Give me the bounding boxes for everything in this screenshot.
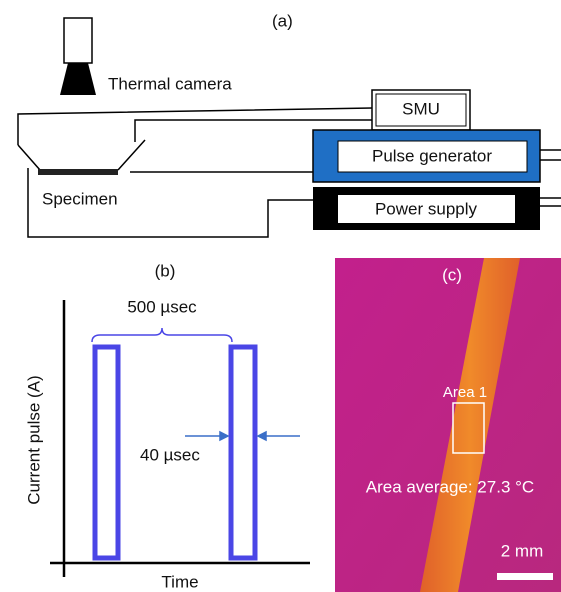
period-label: 500 µsec: [127, 297, 197, 316]
camera-label: Thermal camera: [108, 74, 232, 93]
smu-label: SMU: [402, 99, 440, 118]
width-label: 40 µsec: [140, 445, 200, 464]
scale-bar: [497, 573, 553, 580]
area-label: Area 1: [443, 384, 487, 401]
specimen-label: Specimen: [42, 189, 118, 208]
panel-label: (a): [272, 11, 293, 30]
power-supply-label: Power supply: [375, 199, 478, 218]
camera-body: [64, 18, 92, 63]
x-axis-label: Time: [161, 572, 198, 591]
figure: (a) Thermal camera Specimen SMU Pulse ge…: [0, 0, 561, 592]
panel-label: (c): [442, 265, 462, 284]
y-axis-label: Current pulse (A): [24, 375, 43, 504]
width-arrows: [185, 432, 300, 440]
period-brace: [92, 328, 232, 342]
scale-label: 2 mm: [501, 541, 544, 560]
area-average: Area average: 27.3 °C: [366, 477, 534, 496]
camera-lens: [60, 63, 96, 95]
pulse-generator-label: Pulse generator: [372, 146, 492, 165]
panel-label: (b): [155, 261, 176, 280]
pulse: [231, 347, 255, 558]
pulse: [95, 347, 118, 558]
specimen: [38, 169, 118, 175]
